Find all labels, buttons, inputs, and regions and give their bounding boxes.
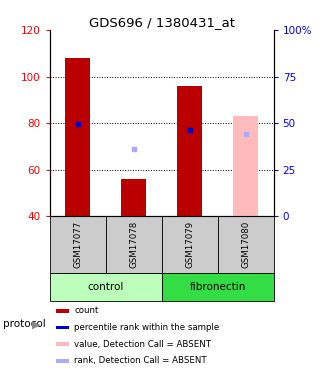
Bar <box>56 342 69 346</box>
Bar <box>218 216 274 273</box>
Text: percentile rank within the sample: percentile rank within the sample <box>74 323 220 332</box>
Bar <box>162 273 274 301</box>
Bar <box>106 216 162 273</box>
Bar <box>177 86 202 216</box>
Bar <box>162 216 218 273</box>
Text: value, Detection Call = ABSENT: value, Detection Call = ABSENT <box>74 340 211 349</box>
Bar <box>56 359 69 363</box>
Bar <box>233 116 258 216</box>
Text: count: count <box>74 306 99 315</box>
Text: fibronectin: fibronectin <box>189 282 246 292</box>
Bar <box>50 216 106 273</box>
Text: rank, Detection Call = ABSENT: rank, Detection Call = ABSENT <box>74 356 207 365</box>
Text: GSM17078: GSM17078 <box>129 221 138 268</box>
Text: GSM17079: GSM17079 <box>185 221 194 268</box>
Bar <box>121 179 146 216</box>
Bar <box>56 326 69 329</box>
Text: GSM17077: GSM17077 <box>73 221 82 268</box>
Text: protocol: protocol <box>3 320 46 329</box>
Bar <box>56 309 69 313</box>
Text: control: control <box>87 282 124 292</box>
Title: GDS696 / 1380431_at: GDS696 / 1380431_at <box>89 16 235 29</box>
Bar <box>50 273 162 301</box>
Bar <box>65 58 90 216</box>
Text: GSM17080: GSM17080 <box>241 221 250 268</box>
Text: ▶: ▶ <box>32 320 40 329</box>
